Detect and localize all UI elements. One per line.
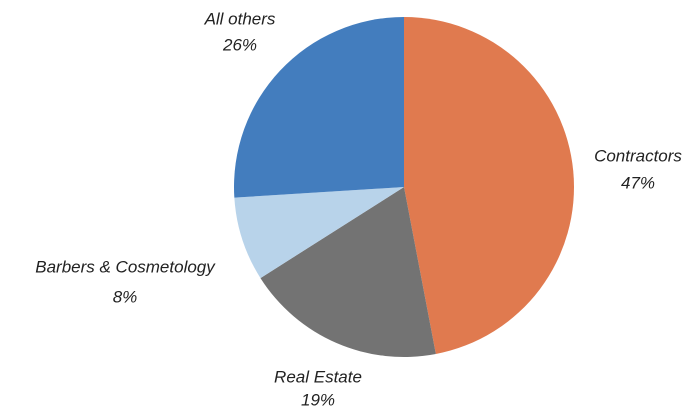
- slice-label: Barbers & Cosmetology: [35, 257, 216, 276]
- slice-value-label: 26%: [222, 35, 257, 54]
- pie-slice: [260, 187, 436, 357]
- pie-slice: [234, 17, 404, 198]
- pie-slice: [234, 187, 404, 279]
- slice-label: Contractors: [594, 146, 682, 165]
- slice-value-label: 47%: [621, 173, 655, 192]
- slice-value-label: 19%: [301, 390, 335, 407]
- pie-slice: [404, 17, 575, 354]
- slice-label: All others: [204, 9, 276, 28]
- slice-value-label: 8%: [113, 287, 138, 306]
- slice-label: Real Estate: [274, 367, 362, 386]
